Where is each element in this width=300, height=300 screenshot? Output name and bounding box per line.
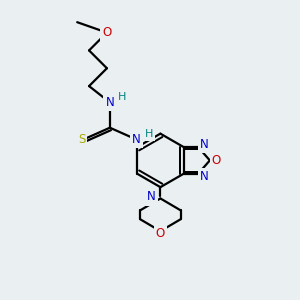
Text: N: N (200, 170, 208, 183)
Text: H: H (145, 129, 153, 139)
Text: N: N (200, 138, 208, 151)
Text: O: O (212, 154, 221, 167)
Text: N: N (147, 190, 156, 203)
Text: N: N (106, 96, 114, 109)
Text: O: O (156, 227, 165, 240)
Text: O: O (102, 26, 112, 39)
Text: S: S (78, 133, 85, 146)
Text: H: H (118, 92, 127, 101)
Text: N: N (132, 133, 141, 146)
